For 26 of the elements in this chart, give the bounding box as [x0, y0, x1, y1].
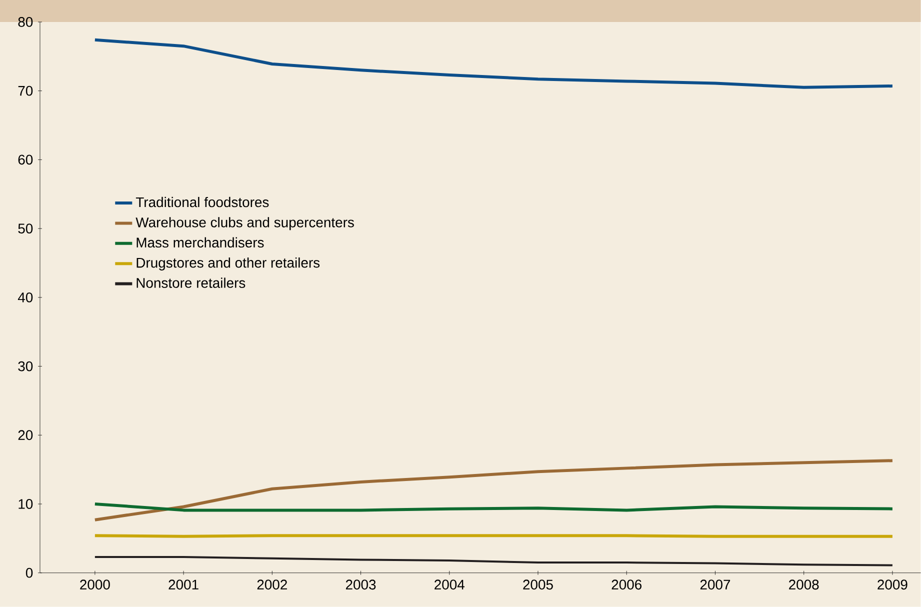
x-tick-label: 2002	[257, 580, 287, 590]
y-tick-label: 0	[26, 568, 33, 578]
x-tick-label: 2004	[434, 580, 464, 590]
y-tick-label: 10	[18, 499, 33, 510]
x-tick-label: 2001	[168, 580, 198, 590]
y-tick-label: 70	[18, 86, 33, 96]
line-series	[94, 556, 894, 566]
x-tick-label: 2006	[612, 580, 642, 590]
y-tick-label: 30	[18, 361, 33, 372]
legend-label: Warehouse clubs and supercenters	[136, 217, 354, 230]
x-tick-label: 2005	[523, 580, 553, 590]
x-tick-label: 2009	[878, 580, 908, 590]
x-tick-label: 2008	[789, 580, 819, 590]
x-tick-label: 2003	[346, 580, 376, 590]
legend-label: Traditional foodstores	[136, 197, 269, 208]
x-tick-label: 2000	[80, 580, 110, 590]
y-tick-label: 80	[18, 17, 33, 27]
y-tick-label: 40	[18, 292, 33, 302]
legend-label: Nonstore retailers	[136, 278, 246, 288]
legend-label: Drugstores and other retailers	[136, 258, 320, 271]
x-tick-label: 2007	[700, 580, 730, 590]
y-tick-label: 20	[18, 430, 33, 440]
y-tick-label: 60	[18, 154, 33, 165]
legend-label: Mass merchandisers	[136, 237, 264, 248]
line-series	[93, 38, 894, 89]
y-tick-label: 50	[18, 224, 33, 234]
